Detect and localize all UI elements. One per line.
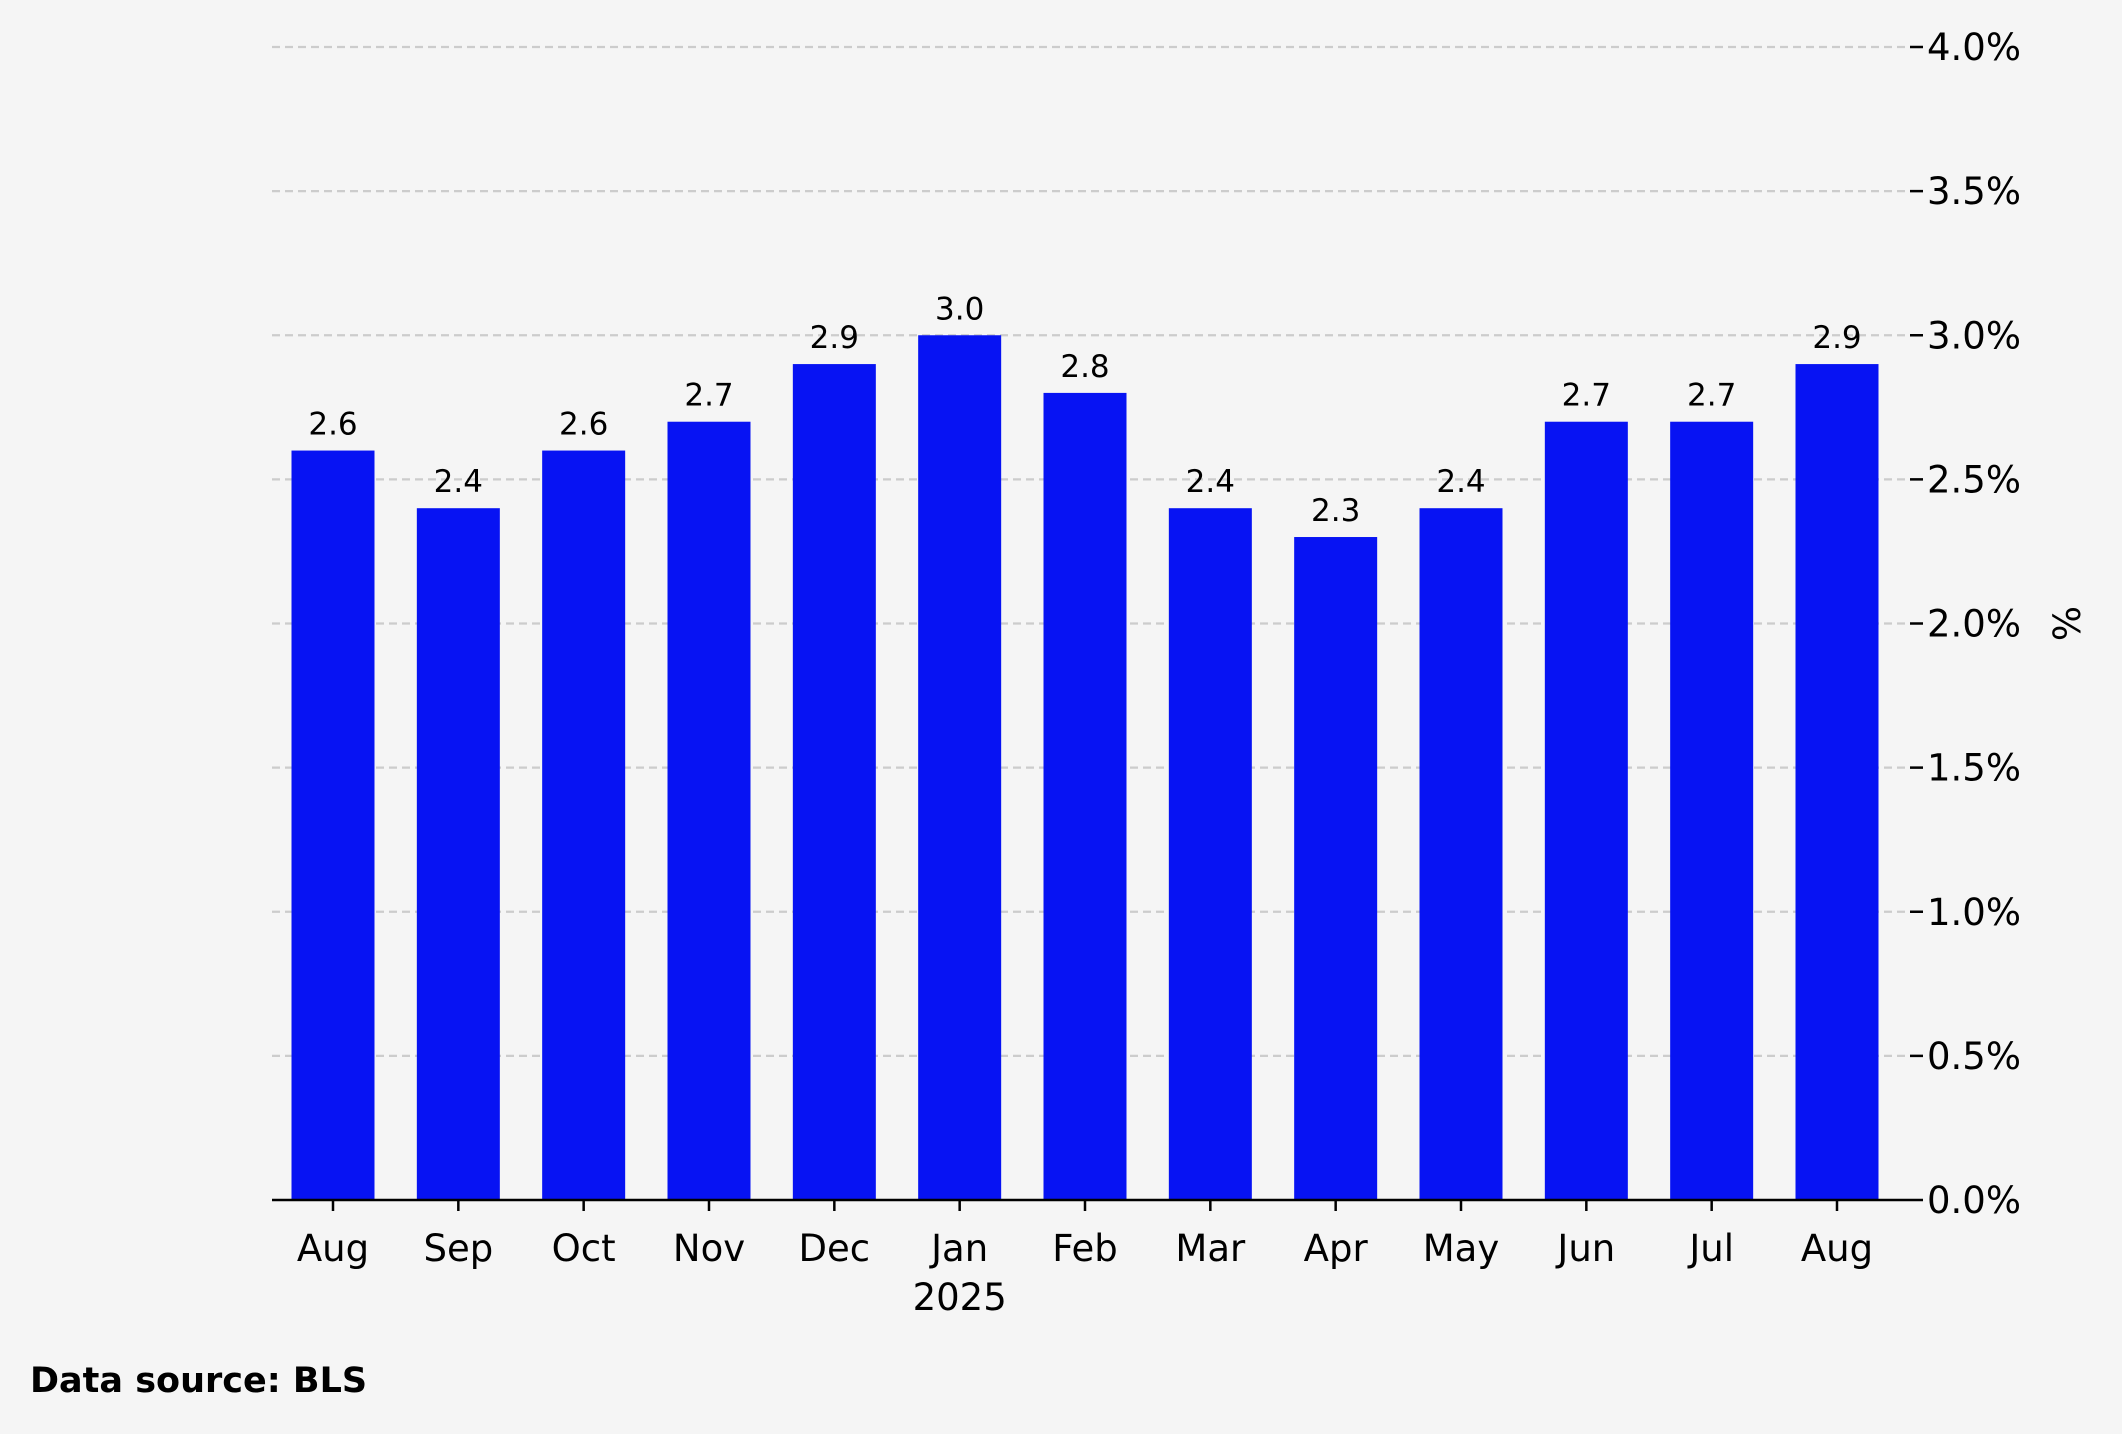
x-tick-label: Oct <box>552 1227 616 1270</box>
x-tick-label: Jan <box>929 1227 988 1270</box>
bar <box>1419 508 1503 1200</box>
y-tick-label: 0.0% <box>1927 1179 2021 1222</box>
bar-value-label: 2.6 <box>308 407 357 443</box>
bar <box>1795 364 1879 1200</box>
y-axis-label: % <box>2046 606 2089 641</box>
bar-value-label: 2.3 <box>1311 493 1360 529</box>
y-tick-label: 2.0% <box>1927 603 2021 646</box>
x-tick-label: Aug <box>297 1227 369 1270</box>
bar-value-label: 2.7 <box>1687 378 1736 414</box>
bar-value-label: 3.0 <box>935 291 984 327</box>
x-tick-label: Aug <box>1801 1227 1873 1270</box>
x-tick-label: Apr <box>1304 1227 1369 1270</box>
bar <box>542 450 626 1200</box>
bar-value-label: 2.4 <box>1186 464 1235 500</box>
y-tick-label: 3.5% <box>1927 170 2021 213</box>
x-tick-label: Mar <box>1175 1227 1246 1270</box>
x-tick-label: Jun <box>1555 1227 1615 1270</box>
bar-value-label: 2.4 <box>1436 464 1485 500</box>
y-axis: 0.0% 0.5% 1.0% 1.5% 2.0% 2.5% 3.0% 3.5% 4.0%% <box>1910 26 2089 1222</box>
bar-value-label: 2.7 <box>1562 378 1611 414</box>
y-tick-label: 0.5% <box>1927 1035 2021 1078</box>
y-tick-label: 1.0% <box>1927 891 2021 934</box>
bar <box>1294 537 1378 1200</box>
x-tick-label: May <box>1423 1227 1500 1270</box>
bar-value-label: 2.9 <box>1812 320 1861 356</box>
bar <box>667 421 751 1201</box>
bar <box>416 508 500 1200</box>
bar-value-label: 2.8 <box>1060 349 1109 385</box>
bars <box>291 335 1879 1201</box>
bar-value-labels: 2.6 2.4 2.6 2.7 2.9 3.0 2.8 2.4 2.3 2.4 2.7 2.7 2.9 <box>308 291 1861 529</box>
bar-value-label: 2.4 <box>434 464 483 500</box>
bar <box>792 364 876 1200</box>
bar-value-label: 2.6 <box>559 407 608 443</box>
y-tick-label: 4.0% <box>1927 26 2021 69</box>
bar <box>291 450 375 1200</box>
y-tick-label: 1.5% <box>1927 747 2021 790</box>
x-tick-label: Jul <box>1687 1227 1734 1270</box>
x-tick-label: Feb <box>1052 1227 1118 1270</box>
bar <box>1043 392 1127 1200</box>
bar <box>1544 421 1628 1201</box>
bar-value-label: 2.7 <box>684 378 733 414</box>
bar-value-label: 2.9 <box>810 320 859 356</box>
y-tick-label: 2.5% <box>1927 458 2021 501</box>
x-year-label: 2025 <box>913 1276 1007 1319</box>
x-axis: Aug Sep Oct Nov Dec Jan Feb Mar Apr May Jun Jul Aug 2… <box>272 1198 1910 1319</box>
x-tick-label: Nov <box>673 1227 745 1270</box>
data-source-note: Data source: BLS <box>30 1361 368 1401</box>
bar <box>1670 421 1754 1201</box>
x-tick-label: Sep <box>423 1227 493 1270</box>
bar <box>918 335 1002 1200</box>
y-tick-label: 3.0% <box>1927 314 2021 357</box>
bar <box>1168 508 1252 1200</box>
x-tick-label: Dec <box>799 1227 871 1270</box>
